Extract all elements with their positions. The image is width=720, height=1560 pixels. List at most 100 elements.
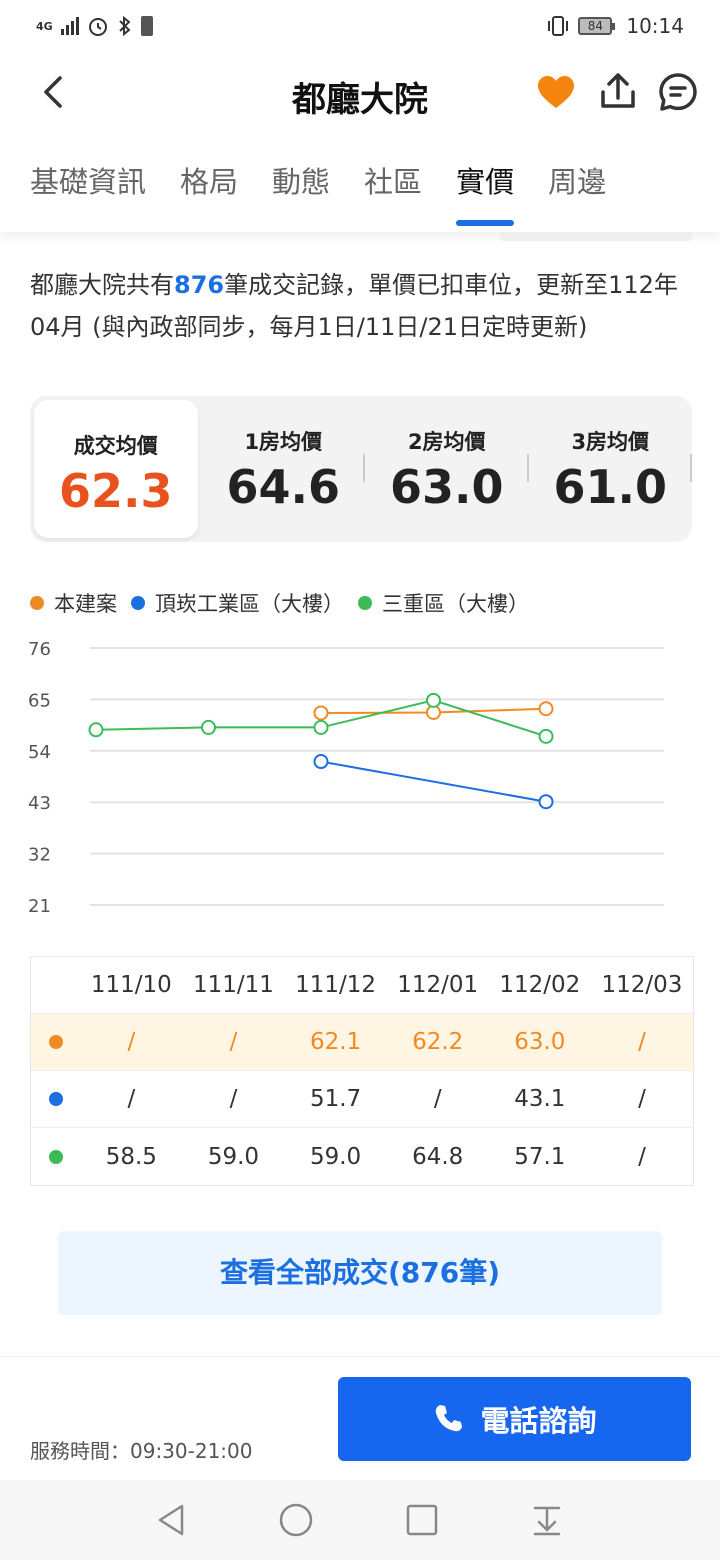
price-card-value: 61.0: [553, 460, 668, 514]
bluetooth-icon: [118, 15, 131, 37]
row-dot: [48, 1035, 63, 1049]
data-point: [313, 754, 329, 770]
average-price-cards: 成交均價 62.3 1房均價 64.6 2房均價 63.0 3房均價 61.0: [30, 396, 692, 542]
price-card-label: 1房均價: [244, 430, 323, 454]
data-point: [538, 701, 554, 717]
price-table: 111/10 111/11 111/12 112/01 112/02 112/0…: [30, 956, 694, 1186]
legend-dot: [131, 596, 145, 610]
alarm-icon: [88, 18, 107, 36]
price-card-2-room[interactable]: 2房均價 63.0: [365, 396, 529, 542]
chart-legend: 本建案 頂崁工業區（大樓） 三重區（大樓）: [30, 588, 529, 618]
back-arrow-icon[interactable]: [34, 72, 74, 112]
legend-item-district[interactable]: 頂崁工業區（大樓）: [131, 588, 344, 618]
legend-label: 頂崁工業區（大樓）: [155, 592, 344, 616]
message-icon[interactable]: [656, 70, 700, 114]
transaction-summary: 都廳大院共有876筆成交記錄，單價已扣車位，更新至112年04月 (與內政部同步…: [30, 264, 690, 348]
table-cell: 51.7: [309, 1086, 362, 1112]
tab-community[interactable]: 社區: [364, 165, 423, 199]
table-cell: /: [127, 1029, 136, 1055]
legend-item-project[interactable]: 本建案: [30, 588, 117, 618]
table-header-row: 111/10 111/11 111/12 112/01 112/02 112/0…: [31, 957, 693, 1014]
y-tick-label: 21: [28, 896, 51, 917]
table-cell: /: [638, 1086, 646, 1112]
app-header: 都廳大院: [0, 52, 720, 136]
tab-news[interactable]: 動態: [272, 165, 331, 199]
clock: 10:14: [626, 14, 684, 38]
nav-back-icon[interactable]: [152, 1500, 192, 1540]
data-point: [313, 705, 329, 721]
tab-surroundings[interactable]: 周邊: [548, 165, 607, 199]
card-divider: [690, 454, 692, 482]
tab-basic-info[interactable]: 基礎資訊: [30, 165, 147, 199]
system-nav-bar: [0, 1480, 720, 1560]
table-row-region: 58.5 59.0 59.0 64.8 57.1 /: [31, 1128, 693, 1185]
status-right: 84 10:14: [546, 14, 684, 38]
table-cell: /: [433, 1086, 442, 1112]
row-dot: [48, 1149, 63, 1164]
view-all-transactions-button[interactable]: 查看全部成交(876筆): [58, 1231, 662, 1315]
status-bar: 4G 84 10:14: [0, 0, 720, 52]
legend-item-region[interactable]: 三重區（大樓）: [358, 588, 529, 618]
legend-label: 三重區（大樓）: [382, 592, 529, 616]
tab-divider: [500, 232, 692, 241]
phone-consult-button[interactable]: 電話諮詢: [338, 1377, 691, 1461]
row-marker: [31, 1035, 80, 1049]
y-tick-label: 54: [28, 742, 51, 763]
data-point: [201, 719, 216, 735]
nav-home-icon[interactable]: [276, 1500, 316, 1540]
phone-icon: [436, 1405, 463, 1432]
table-row-district: / / 51.7 / 43.1 /: [31, 1071, 693, 1128]
vibrate-icon: [548, 16, 569, 36]
table-cell: /: [638, 1029, 646, 1055]
row-marker: [31, 1092, 80, 1106]
battery-icon: 84: [578, 17, 616, 35]
y-tick-label: 76: [28, 639, 51, 660]
table-cell: /: [127, 1086, 136, 1112]
price-trend-chart: 76 65 54 43 32 21: [28, 639, 664, 917]
card-divider: [363, 454, 365, 482]
table-cell: 59.0: [207, 1143, 260, 1170]
price-card-label: 成交均價: [73, 434, 158, 458]
nav-notification-icon[interactable]: [527, 1500, 567, 1540]
tab-layout[interactable]: 格局: [180, 165, 239, 199]
y-tick-label: 43: [28, 793, 51, 814]
y-tick-label: 65: [28, 690, 51, 711]
table-cell: 64.8: [412, 1143, 464, 1170]
table-cell: /: [229, 1029, 238, 1055]
status-left: 4G: [36, 15, 153, 37]
price-card-value: 64.6: [226, 460, 341, 514]
table-cell: 62.2: [412, 1029, 464, 1055]
row-marker: [31, 1149, 80, 1164]
summary-suffix: 筆成交記錄，單價已扣車位，更新至112年04月 (與內政部同步，每月1日/11日…: [30, 271, 678, 341]
share-icon[interactable]: [596, 70, 640, 114]
contact-bar: 服務時間：09:30-21:00 電話諮詢: [0, 1356, 720, 1480]
series-line-2: [320, 760, 547, 803]
nav-recents-icon[interactable]: [402, 1500, 442, 1540]
price-card-value: 63.0: [390, 460, 504, 514]
legend-label: 本建案: [54, 592, 117, 616]
table-header: 112/02: [499, 972, 581, 998]
tab-actual-price[interactable]: 實價: [456, 150, 515, 226]
price-card-1-room[interactable]: 1房均價 64.6: [202, 396, 365, 542]
network-indicator: 4G: [36, 19, 53, 33]
table-header: 111/12: [295, 972, 377, 998]
table-cell: 63.0: [514, 1029, 566, 1055]
table-header: 111/11: [193, 972, 274, 998]
summary-prefix: 都廳大院共有: [30, 271, 174, 299]
tab-bar: 基礎資訊 格局 動態 社區 實價 周邊: [0, 150, 720, 232]
data-point: [313, 719, 329, 735]
table-header: 112/01: [397, 972, 479, 998]
table-cell: 58.5: [105, 1143, 157, 1170]
table-cell: 57.1: [514, 1143, 566, 1170]
price-card-3-room[interactable]: 3房均價 61.0: [529, 396, 692, 542]
table-cell: /: [638, 1143, 646, 1170]
price-card-label: 3房均價: [571, 430, 650, 454]
y-tick-label: 32: [28, 845, 51, 866]
card-divider: [526, 454, 529, 482]
price-card-label: 2房均價: [407, 430, 486, 454]
favorite-heart-icon[interactable]: [534, 70, 578, 114]
price-card-overall[interactable]: 成交均價 62.3: [34, 400, 198, 538]
data-point: [426, 692, 441, 708]
service-hours: 服務時間：09:30-21:00: [30, 1439, 253, 1463]
row-dot: [48, 1092, 63, 1106]
